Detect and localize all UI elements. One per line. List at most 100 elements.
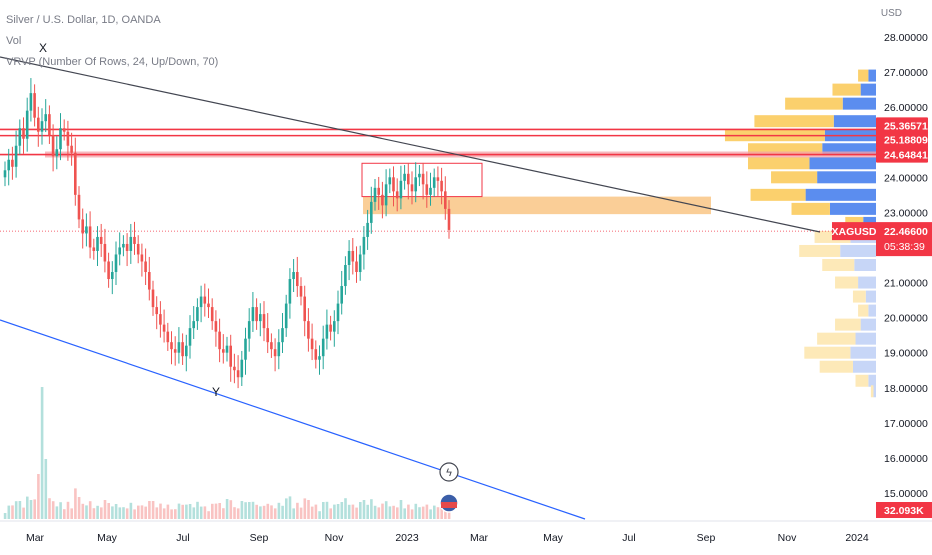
- volume-bar: [244, 502, 247, 519]
- vp-up-bar: [799, 244, 841, 257]
- candle-body: [321, 338, 325, 357]
- volume-bar: [229, 500, 233, 519]
- candle-body: [148, 272, 151, 290]
- x-axis-tick-label: Mar: [470, 532, 489, 544]
- candle-body: [440, 180, 443, 192]
- currency-label[interactable]: USD: [880, 8, 902, 19]
- volume-bar: [403, 508, 406, 519]
- volume-bar: [285, 498, 288, 519]
- volume-bar: [340, 502, 344, 519]
- candle-body: [421, 173, 425, 185]
- volume-bar: [66, 501, 70, 519]
- volume-bar: [166, 504, 170, 519]
- volume-bar: [240, 501, 244, 519]
- event-lightning-icon: [439, 462, 459, 482]
- candle-body: [51, 135, 55, 157]
- volume-bar: [185, 504, 188, 519]
- candle-body: [192, 321, 195, 329]
- candle-body: [7, 159, 10, 171]
- candle-body: [370, 201, 373, 223]
- candle-body: [222, 349, 225, 353]
- volume-bar: [196, 501, 199, 519]
- volume-bar: [22, 507, 25, 519]
- volume-bar: [40, 387, 44, 519]
- candle-body: [255, 307, 258, 322]
- candle-body: [3, 170, 7, 178]
- symbol-title[interactable]: Silver / U.S. Dollar, 1D, OANDA: [6, 14, 161, 26]
- y-axis-tick-label: 17.00000: [884, 418, 928, 430]
- vp-up-bar: [748, 157, 810, 170]
- volume-bar: [418, 507, 421, 519]
- candle-body: [133, 236, 136, 244]
- volume-bar: [214, 503, 218, 519]
- candle-body: [66, 131, 70, 146]
- volume-bar: [51, 501, 55, 519]
- candle-body: [329, 324, 332, 332]
- vp-down-bar: [850, 346, 876, 359]
- candle-body: [325, 324, 329, 339]
- volume-bar: [336, 504, 340, 519]
- vp-up-bar: [855, 374, 869, 387]
- vp-down-bar: [829, 202, 876, 215]
- candle-body: [340, 286, 343, 304]
- candle-body: [351, 250, 355, 262]
- candle-body: [18, 128, 22, 146]
- candle-body: [136, 243, 140, 255]
- candle-body: [151, 289, 155, 308]
- volume-bar: [159, 503, 162, 519]
- vp-down-bar: [840, 244, 876, 257]
- volume-bar: [207, 511, 210, 519]
- candle-body: [92, 247, 96, 251]
- candle-body: [259, 314, 262, 322]
- vp-up-bar: [754, 115, 834, 128]
- volume-bar: [114, 504, 118, 519]
- volume-bar: [29, 500, 33, 519]
- candle-body: [203, 296, 207, 304]
- volume-bar: [344, 498, 347, 519]
- candle-body: [77, 194, 81, 220]
- volume-bar: [188, 504, 192, 519]
- candle-body: [284, 303, 288, 329]
- candle-body: [40, 121, 44, 132]
- volume-bar: [48, 498, 51, 519]
- candle-body: [70, 145, 73, 153]
- volume-bar: [429, 509, 432, 519]
- candle-body: [381, 194, 384, 206]
- volume-bar: [14, 501, 18, 519]
- volume-bar: [148, 501, 151, 519]
- x-axis-tick-label: Jul: [622, 532, 635, 544]
- candle-body: [436, 177, 440, 181]
- candle-body: [303, 296, 306, 322]
- volume-bar: [144, 506, 147, 519]
- y-axis-tick-label: 26.00000: [884, 102, 928, 114]
- pivot-label-y: Y: [212, 385, 220, 399]
- candle-body: [170, 342, 173, 350]
- volume-indicator-label[interactable]: Vol: [6, 35, 22, 47]
- vp-up-bar: [817, 332, 856, 345]
- candle-body: [425, 184, 429, 195]
- candle-body: [240, 359, 244, 378]
- vrvp-indicator-label[interactable]: VRVP (Number Of Rows, 24, Up/Down, 70): [6, 56, 219, 68]
- volume-bar: [222, 508, 225, 519]
- candle-body: [111, 272, 114, 280]
- vp-down-bar: [868, 374, 876, 387]
- chart-legend: Silver / U.S. Dollar, 1D, OANDA Vol VRVP…: [6, 10, 218, 73]
- volume-bar: [96, 505, 99, 519]
- volume-bar: [248, 502, 251, 519]
- candle-body: [173, 349, 177, 353]
- candle-body: [288, 279, 292, 304]
- candle-body: [207, 303, 210, 308]
- candle-body: [55, 149, 59, 157]
- candle-body: [373, 187, 377, 202]
- channel-lower-line: [0, 319, 586, 520]
- volume-bar: [303, 498, 307, 519]
- candle-body: [355, 261, 358, 273]
- y-axis-tick-label: 27.00000: [884, 67, 928, 79]
- vp-up-bar: [771, 171, 818, 184]
- volume-bar: [44, 459, 48, 519]
- candle-body: [188, 328, 192, 346]
- candle-body: [155, 307, 158, 315]
- bar-countdown: 05:38:39: [884, 241, 925, 253]
